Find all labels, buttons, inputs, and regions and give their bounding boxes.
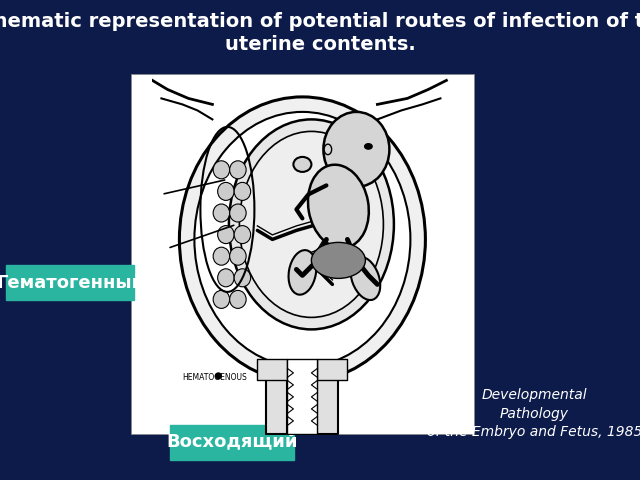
Ellipse shape xyxy=(239,132,383,317)
Text: Восходящий: Восходящий xyxy=(166,433,298,452)
Ellipse shape xyxy=(218,182,234,201)
Ellipse shape xyxy=(230,161,246,179)
Ellipse shape xyxy=(365,144,372,149)
Ellipse shape xyxy=(230,204,246,222)
Ellipse shape xyxy=(234,269,251,287)
Text: HEMATOGENOUS: HEMATOGENOUS xyxy=(182,373,247,383)
Ellipse shape xyxy=(195,112,410,367)
Ellipse shape xyxy=(230,290,246,309)
Ellipse shape xyxy=(234,182,251,201)
Ellipse shape xyxy=(289,250,316,295)
Ellipse shape xyxy=(179,97,426,382)
Ellipse shape xyxy=(230,247,246,265)
Text: Developmental
Pathology
of the Embryo and Fetus, 1985: Developmental Pathology of the Embryo an… xyxy=(427,388,640,439)
Ellipse shape xyxy=(308,165,369,248)
Ellipse shape xyxy=(312,242,365,278)
Ellipse shape xyxy=(351,257,380,300)
FancyBboxPatch shape xyxy=(170,425,294,460)
Ellipse shape xyxy=(213,161,230,179)
Ellipse shape xyxy=(213,290,230,309)
Ellipse shape xyxy=(218,226,234,244)
Ellipse shape xyxy=(213,247,230,265)
Ellipse shape xyxy=(213,204,230,222)
Text: Гематогенный: Гематогенный xyxy=(0,274,145,292)
Ellipse shape xyxy=(323,112,389,187)
FancyBboxPatch shape xyxy=(131,74,474,434)
Ellipse shape xyxy=(293,157,312,172)
Ellipse shape xyxy=(234,226,251,244)
Text: Schematic representation of potential routes of infection of the
uterine content: Schematic representation of potential ro… xyxy=(0,12,640,55)
Ellipse shape xyxy=(229,120,394,329)
Circle shape xyxy=(215,372,222,380)
FancyBboxPatch shape xyxy=(6,265,134,300)
Ellipse shape xyxy=(324,144,332,155)
Ellipse shape xyxy=(218,269,234,287)
